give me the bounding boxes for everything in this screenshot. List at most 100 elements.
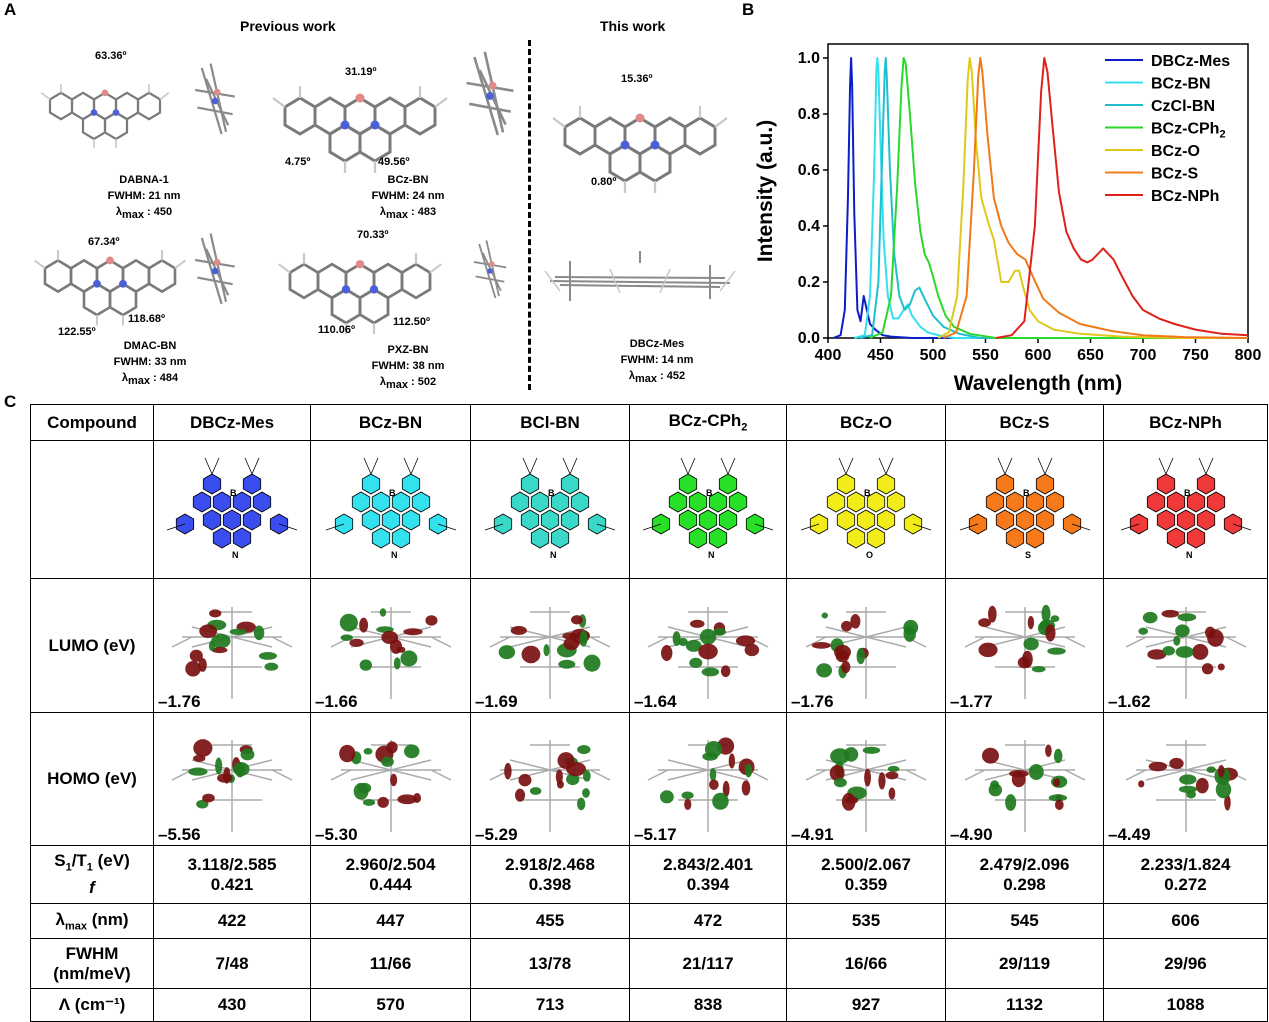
orbital-lobe xyxy=(396,794,417,805)
aromatic-ring xyxy=(678,509,698,530)
aromatic-ring xyxy=(202,473,222,494)
orbital-lobe xyxy=(215,757,223,775)
homo-cell: –4.90 xyxy=(945,712,1104,846)
homo-row: HOMO (eV) –5.56 –5.30 –5.29 –5.17 –4.91 … xyxy=(30,712,1268,846)
tbutyl-bond xyxy=(1198,457,1206,474)
reorg-label: Λ (cm⁻¹) xyxy=(30,988,154,1022)
orbital-lobe xyxy=(1205,766,1216,773)
previous-work-title: Previous work xyxy=(240,18,336,34)
homo-orbital-plot xyxy=(1125,740,1246,832)
orbital-lobe xyxy=(741,780,751,796)
tbutyl-bond xyxy=(244,457,253,474)
aromatic-ring xyxy=(718,473,738,494)
s1t1-label-part: (eV) xyxy=(92,851,130,871)
orbital-lobe xyxy=(816,662,833,678)
tbutyl-bond xyxy=(211,457,220,474)
s1t1-value: 2.233/1.824 xyxy=(1140,854,1231,874)
aromatic-ring xyxy=(401,473,420,494)
aromatic-ring xyxy=(866,527,886,548)
x-axis-label: Wavelength (nm) xyxy=(954,372,1122,395)
compound-name: BCz-S xyxy=(945,404,1104,441)
orbital-lobe xyxy=(1142,611,1158,623)
aromatic-ring xyxy=(550,491,570,512)
lumo-row: LUMO (eV) –1.76 –1.66 –1.69 –1.64 –1.76 … xyxy=(30,578,1268,713)
tbutyl-bond xyxy=(687,457,696,474)
aromatic-ring xyxy=(520,509,540,530)
tbutyl-bond xyxy=(642,523,662,530)
lmax-label-part: λ xyxy=(55,909,65,929)
compound-name-sub: 2 xyxy=(741,421,748,434)
mol-lmax: λmax : 483 xyxy=(328,204,488,223)
skeleton-bond xyxy=(805,635,827,648)
orbital-lobe xyxy=(357,782,371,794)
series-line-bcz-cph2 xyxy=(869,57,1248,339)
homo-cell: –5.29 xyxy=(470,712,630,846)
orbital-lobe xyxy=(712,792,729,810)
fwhm-cell: 29/119 xyxy=(945,938,1104,989)
orbital-lobe xyxy=(518,773,532,787)
s1t1-cell: 2.500/2.067 0.359 xyxy=(786,845,946,904)
orbital-lobe xyxy=(211,633,231,648)
f-value: 0.272 xyxy=(1164,874,1207,894)
aromatic-ring xyxy=(391,527,410,548)
orbital-lobe xyxy=(1195,777,1209,794)
lumo-energy: –1.76 xyxy=(791,692,834,711)
orbital-lobe xyxy=(1206,628,1224,647)
legend-label: CzCl-BN xyxy=(1151,98,1215,115)
structure-drawing: BS xyxy=(959,457,1090,560)
aromatic-ring xyxy=(1035,473,1054,494)
orbital-lobe xyxy=(888,787,896,800)
aromatic-ring xyxy=(401,509,420,530)
lmax-cell: 472 xyxy=(629,903,787,939)
molecule-skeleton xyxy=(805,606,927,699)
orbital-lobe xyxy=(833,777,847,788)
boron-label: B xyxy=(706,488,713,498)
orbital-lobe xyxy=(1160,609,1179,618)
lumo-energy: –1.69 xyxy=(475,692,518,711)
s1t1-cell: 2.960/2.504 0.444 xyxy=(310,845,471,904)
angle-dbcz-2: 0.80º xyxy=(591,176,617,188)
aromatic-ring xyxy=(1025,491,1044,512)
mol-name: DBCz-Mes xyxy=(629,338,685,350)
y-tick-label: 0.0 xyxy=(798,330,820,347)
aromatic-ring xyxy=(826,491,846,512)
x-tick-label: 650 xyxy=(1077,347,1104,364)
tbutyl-bond xyxy=(1004,457,1012,474)
tbutyl-bond xyxy=(912,523,932,530)
boron-label: B xyxy=(1184,488,1191,498)
compound-name-text: DBCz-Mes xyxy=(189,412,275,432)
orbital-lobe xyxy=(1021,650,1033,668)
lmax-sub: max xyxy=(121,209,144,222)
orbital-lobe xyxy=(1217,662,1225,670)
orbital-lobe xyxy=(709,779,719,790)
caption-dmacbn: DMAC-BN FWHM: 33 nm λmax : 484 xyxy=(70,338,230,389)
tbutyl-bond xyxy=(1205,457,1213,474)
compound-name: BCl-BN xyxy=(470,404,630,441)
aromatic-ring xyxy=(570,491,590,512)
orbital-lobe xyxy=(744,643,760,656)
aromatic-ring xyxy=(678,473,698,494)
lumo-energy: –1.66 xyxy=(315,692,358,711)
orbital-lobe xyxy=(1044,623,1056,641)
skeleton-bond xyxy=(805,769,827,781)
aromatic-ring xyxy=(1186,527,1205,548)
orbital-lobe xyxy=(555,769,563,785)
lumo-orbital-plot xyxy=(330,606,451,699)
orbital-lobe xyxy=(1028,763,1044,780)
f-label: f xyxy=(89,877,95,897)
orbital-lobe xyxy=(659,790,674,804)
orbital-lobe xyxy=(903,625,916,642)
tbutyl-bond xyxy=(370,457,378,474)
series-line-czcl-bn xyxy=(859,57,1248,339)
aromatic-ring xyxy=(985,491,1004,512)
aromatic-ring xyxy=(866,491,886,512)
orbital-lobe xyxy=(543,643,550,656)
orbital-lobe xyxy=(681,791,694,800)
aromatic-ring xyxy=(1206,491,1225,512)
orbital-lobe xyxy=(339,613,358,632)
orbital-lobe xyxy=(841,660,851,673)
orbital-lobe xyxy=(856,647,866,664)
f-value: 0.421 xyxy=(210,874,254,894)
compound-name-text: BCz-BN xyxy=(358,412,423,432)
aromatic-ring xyxy=(688,491,708,512)
